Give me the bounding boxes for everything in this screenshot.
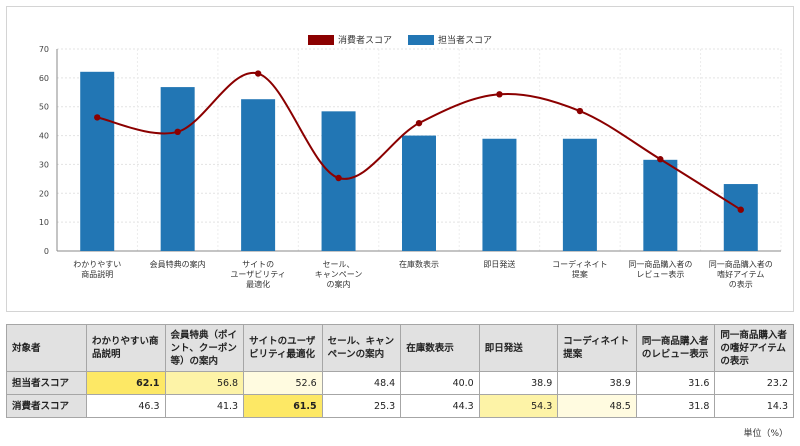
table-column-header: 会員特典（ポイント、クーポン等）の案内 — [164, 324, 245, 372]
row-label-consumer: 消費者スコア — [6, 394, 87, 418]
line-point — [657, 156, 664, 163]
table-cell: 38.9 — [478, 371, 559, 395]
legend-swatch-consumer — [307, 34, 334, 45]
line-point — [496, 91, 503, 98]
y-tick-label: 30 — [39, 160, 49, 169]
legend-swatch-staff — [408, 34, 434, 45]
data-table: 対象者 わかりやすい商品説明 会員特典（ポイント、クーポン等）の案内 サイトのユ… — [6, 324, 794, 418]
table-column-header: サイトのユーザビリティ最適化 — [243, 324, 323, 372]
table-column-header: セール、キャンペーンの案内 — [321, 324, 402, 372]
x-tick-label: わかりやすい — [73, 260, 121, 269]
table-column-header: 在庫数表示 — [400, 324, 480, 372]
table-cell: 48.4 — [321, 371, 402, 395]
bar — [723, 184, 758, 251]
legend-label-consumer: 消費者スコア — [337, 36, 392, 46]
x-tick-label: 在庫数表示 — [399, 259, 439, 269]
x-tick-label: セール、 — [323, 260, 355, 269]
y-tick-label: 10 — [39, 218, 49, 227]
chart-legend: 消費者スコア 担当者スコア — [7, 33, 793, 46]
table-column-header: 同一商品購入者のレビュー表示 — [635, 324, 716, 372]
bar — [402, 135, 436, 251]
table-cell: 62.1 — [86, 371, 166, 395]
table-cell: 56.8 — [164, 371, 245, 395]
bar — [562, 138, 597, 251]
x-tick-label: の表示 — [729, 279, 753, 289]
chart-svg: 0 10 20 30 40 50 60 70 わかりやすい商品説明 会員特典の案内 サイトのユーザビ… — [39, 45, 782, 289]
table-cell: 25.3 — [321, 394, 402, 418]
row-label-staff: 担当者スコア — [6, 371, 87, 395]
bar — [160, 87, 195, 251]
bar — [80, 71, 115, 251]
table-cell: 52.6 — [243, 371, 323, 395]
x-tick-label: 商品説明 — [81, 269, 113, 279]
table-column-header: コーディネイト提案 — [557, 324, 637, 372]
table-cell: 31.6 — [635, 371, 716, 395]
x-tick-label: キャンペーン — [315, 270, 363, 279]
y-tick-label: 60 — [39, 74, 49, 83]
table-cell: 23.2 — [714, 371, 794, 395]
line-point — [737, 206, 744, 213]
legend-item-staff: 担当者スコア — [408, 33, 492, 46]
line-point — [94, 114, 101, 121]
table-column-header: 同一商品購入者の嗜好アイテムの表示 — [714, 324, 794, 372]
line-point — [415, 119, 423, 127]
table-cell: 46.3 — [86, 394, 166, 418]
y-tick-label: 0 — [44, 247, 49, 256]
x-tick-label: 即日発送 — [483, 259, 515, 269]
x-tick-label: 同一商品購入者の — [628, 259, 692, 269]
y-tick-label: 40 — [39, 132, 49, 141]
x-tick-label: 最適化 — [246, 279, 270, 289]
table-cell: 54.3 — [478, 394, 559, 418]
x-tick-label: サイトの — [242, 260, 274, 269]
unit-note: 単位（%） — [743, 429, 788, 439]
x-tick-label: 提案 — [572, 269, 588, 279]
table-cell: 48.5 — [557, 394, 637, 418]
x-tick-label: 会員特典の案内 — [150, 259, 206, 269]
x-tick-label: レビュー表示 — [636, 269, 684, 279]
table-cell: 44.3 — [400, 394, 480, 418]
series-line — [97, 71, 742, 211]
line-point — [174, 128, 181, 136]
table-corner-header: 対象者 — [6, 324, 87, 372]
table-cell: 38.9 — [557, 371, 637, 395]
table-cell: 40.0 — [400, 371, 480, 395]
bar — [241, 99, 276, 251]
bar — [643, 159, 678, 251]
y-tick-label: 20 — [39, 189, 49, 198]
x-tick-label: 嗜好アイテム — [717, 269, 764, 279]
line-point — [335, 174, 342, 182]
x-tick-label: 同一商品購入者の — [709, 259, 773, 269]
chart-panel: 0 10 20 30 40 50 60 70 わかりやすい 商品説明 会員特典の案内 サイトの ユーザビ… — [6, 6, 794, 312]
table-cell: 31.8 — [635, 394, 716, 418]
table-row: 消費者スコア 46.3 41.3 61.5 25.3 44.3 54.3 48.… — [6, 394, 794, 418]
legend-label-staff: 担当者スコア — [438, 36, 493, 46]
line-point — [254, 70, 262, 77]
x-tick-label: の案内 — [327, 279, 351, 289]
table-column-header: わかりやすい商品説明 — [86, 324, 166, 372]
table-cell: 61.5 — [243, 394, 323, 418]
table-cell: 14.3 — [714, 394, 794, 418]
table-cell: 41.3 — [164, 394, 245, 418]
table-column-header: 即日発送 — [478, 324, 559, 372]
x-tick-label: コーディネイト — [552, 259, 607, 269]
bar — [482, 138, 517, 251]
line-point — [576, 107, 584, 115]
legend-item-consumer: 消費者スコア — [307, 33, 392, 46]
y-tick-label: 50 — [39, 103, 49, 112]
table-header-row: 対象者 わかりやすい商品説明 会員特典（ポイント、クーポン等）の案内 サイトのユ… — [6, 324, 794, 372]
y-tick-label: 70 — [39, 45, 49, 54]
table-row: 担当者スコア 62.1 56.8 52.6 48.4 40.0 38.9 38.… — [6, 371, 794, 395]
x-tick-label: ユーザビリティ — [230, 270, 285, 279]
